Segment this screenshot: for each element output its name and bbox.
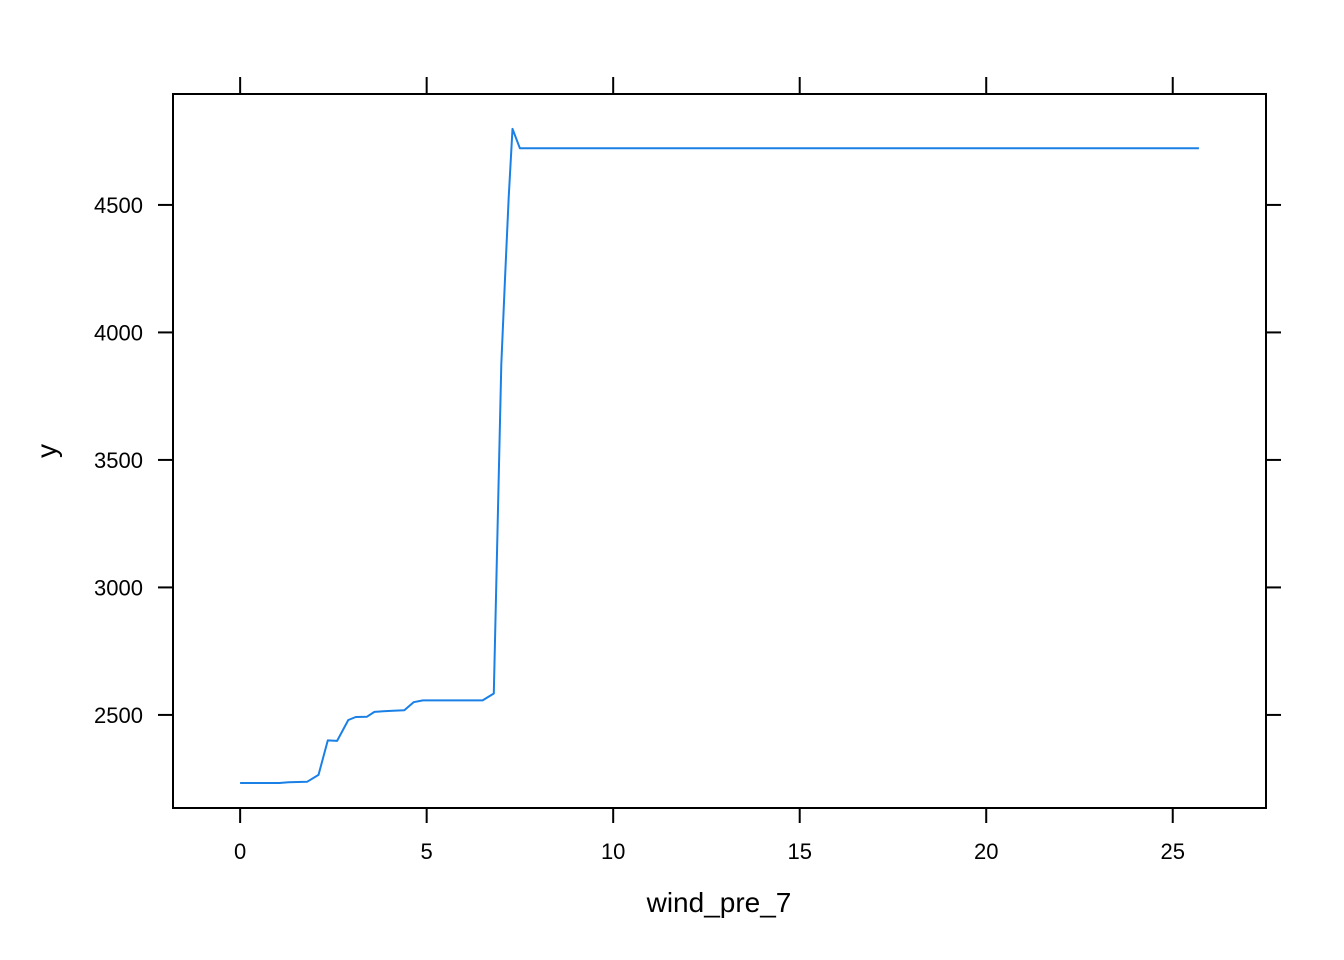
y-tick-label: 3500 — [94, 448, 143, 473]
x-tick-label: 10 — [601, 839, 625, 864]
y-axis-left: 2500 3000 3500 4000 4500 — [94, 193, 173, 728]
y-axis-right — [1266, 203, 1281, 716]
x-axis-top — [239, 77, 1174, 94]
y-tick-label: 4000 — [94, 320, 143, 345]
x-tick-label: 5 — [421, 839, 433, 864]
y-axis-label: y — [31, 444, 62, 458]
x-tick-label: 15 — [787, 839, 811, 864]
x-axis-bottom: 0 5 10 15 20 25 — [234, 808, 1185, 864]
y-tick-label: 2500 — [94, 703, 143, 728]
series-line — [240, 127, 1199, 784]
x-tick-label: 20 — [974, 839, 998, 864]
x-tick-label: 25 — [1160, 839, 1184, 864]
x-tick-label: 0 — [234, 839, 246, 864]
series-layer — [240, 127, 1199, 784]
plot-panel-frame — [172, 93, 1267, 809]
x-axis-label: wind_pre_7 — [646, 887, 792, 918]
y-tick-label: 4500 — [94, 193, 143, 218]
y-tick-label: 3000 — [94, 575, 143, 600]
